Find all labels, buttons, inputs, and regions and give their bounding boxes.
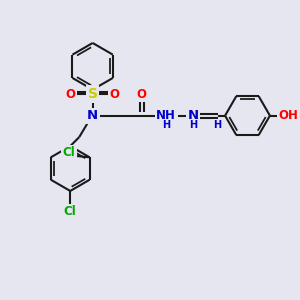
Text: N: N xyxy=(87,109,98,122)
Text: H: H xyxy=(162,120,170,130)
Text: O: O xyxy=(65,88,76,100)
Text: O: O xyxy=(110,88,120,100)
Text: O: O xyxy=(137,88,147,100)
Text: Cl: Cl xyxy=(62,146,75,159)
Text: S: S xyxy=(88,87,98,101)
Text: OH: OH xyxy=(278,109,298,122)
Text: H: H xyxy=(214,120,222,130)
Text: Cl: Cl xyxy=(64,206,76,218)
Text: N: N xyxy=(188,109,199,122)
Text: H: H xyxy=(189,120,197,130)
Text: NH: NH xyxy=(156,109,176,122)
